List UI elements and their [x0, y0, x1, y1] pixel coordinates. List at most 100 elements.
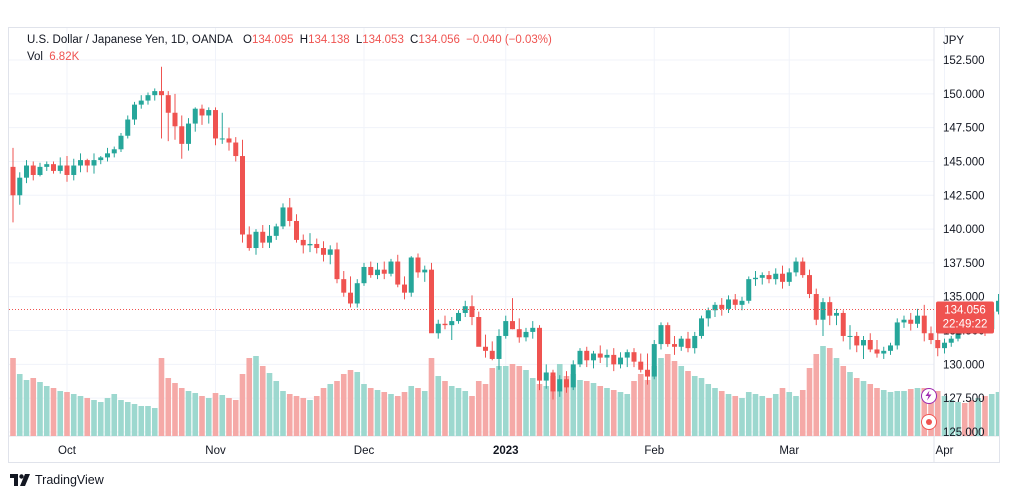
candle-body: [888, 345, 893, 351]
candle-body: [692, 335, 698, 349]
candle-body: [618, 357, 623, 365]
volume-bar: [840, 366, 847, 436]
volume-bar: [739, 398, 745, 436]
volume-bar: [806, 368, 813, 436]
candle-body: [30, 165, 36, 175]
volume-bar: [583, 381, 590, 436]
candle-body: [665, 325, 671, 345]
volume-bar: [178, 388, 185, 436]
volume-bar: [374, 390, 381, 436]
volume-bar: [725, 394, 732, 436]
candle-body: [253, 231, 259, 249]
candle-body: [267, 235, 272, 243]
candle-body: [908, 319, 914, 324]
x-tick-label: Dec: [354, 445, 375, 457]
candle-body: [334, 249, 340, 280]
volume-bar: [57, 391, 64, 436]
candlestick-chart[interactable]: 152.500 150.000 147.500 145.000 142.500 140.0…: [9, 28, 999, 462]
volume-bar: [624, 394, 631, 436]
candle-body: [213, 110, 218, 139]
volume-bar: [610, 390, 617, 436]
candle-body: [57, 165, 63, 171]
high-value: 134.138: [308, 34, 350, 46]
volume-bar: [313, 396, 320, 436]
volume-bar: [334, 381, 340, 436]
candle-body: [192, 108, 198, 124]
candle-body: [503, 321, 509, 336]
candle-body: [17, 177, 23, 196]
volume-bar: [907, 389, 914, 436]
volume-bar: [678, 366, 685, 436]
candle-body: [442, 323, 448, 326]
low-label: L: [355, 34, 363, 46]
volume-bar: [212, 393, 219, 436]
candle-body: [611, 354, 617, 365]
volume-bar: [50, 388, 57, 436]
volume-bar: [246, 358, 253, 436]
volume-bar: [637, 374, 644, 436]
volume-bar: [192, 393, 199, 436]
volume-bar: [259, 366, 266, 436]
volume-bar: [185, 391, 192, 436]
y-tick-label: 140.000: [943, 224, 985, 236]
volume-bar: [523, 370, 529, 436]
volume-bar: [759, 396, 766, 436]
volume-bar: [266, 373, 273, 436]
volume-bar: [793, 396, 799, 436]
volume-bar: [415, 388, 421, 436]
volume-bar: [671, 361, 678, 436]
volume-bar: [16, 374, 23, 436]
candle-body: [145, 95, 151, 101]
volume-bar: [880, 390, 887, 436]
tradingview-brand[interactable]: TradingView: [10, 473, 104, 487]
candle-body: [948, 338, 954, 343]
brand-name: TradingView: [35, 473, 104, 487]
volume-bar: [388, 394, 394, 436]
volume-bar: [556, 364, 563, 436]
candle-body: [766, 275, 772, 280]
candle-body: [645, 369, 650, 377]
candle-body: [246, 234, 252, 249]
volume-bar: [104, 398, 111, 436]
open-value: 134.095: [251, 34, 294, 46]
volume-bar: [826, 348, 833, 436]
candle-body: [577, 350, 583, 365]
candle-body: [240, 156, 245, 235]
candle-body: [827, 302, 833, 316]
candle-body: [793, 261, 799, 273]
volume-bar: [644, 380, 651, 436]
volume-bar: [914, 388, 921, 436]
candle-body: [719, 304, 725, 309]
volume-bar: [448, 386, 455, 436]
volume-bar: [408, 386, 415, 436]
candle-body: [381, 269, 387, 274]
candle-body: [361, 266, 367, 284]
candle-body: [597, 353, 603, 358]
x-tick-label: Apr: [936, 445, 954, 457]
candle-body: [10, 166, 16, 196]
volume-bar: [84, 398, 91, 436]
volume-bar: [280, 391, 286, 436]
volume-bar: [604, 388, 610, 436]
volume-bar: [361, 384, 367, 436]
record-icon[interactable]: [921, 414, 937, 430]
candle-body: [516, 329, 522, 338]
candle-body: [759, 275, 765, 278]
candle-body: [861, 340, 866, 346]
y-tick-label: 137.500: [943, 258, 985, 270]
y-tick-label: 125.000: [943, 427, 985, 439]
lightning-icon[interactable]: [921, 388, 937, 404]
candle-body: [543, 372, 549, 381]
candle-body: [152, 91, 158, 96]
candle-body: [874, 349, 880, 354]
candle-body: [280, 207, 286, 227]
price-tag-countdown: 22:49:22: [943, 318, 988, 330]
candle-body: [91, 160, 97, 166]
volume-bar: [813, 354, 820, 436]
volume-bar: [293, 396, 300, 436]
candle-body: [44, 164, 50, 167]
candle-body: [132, 104, 137, 120]
volume-bar: [300, 398, 307, 436]
y-tick-label: 145.000: [943, 156, 985, 168]
volume-bar: [658, 358, 664, 436]
